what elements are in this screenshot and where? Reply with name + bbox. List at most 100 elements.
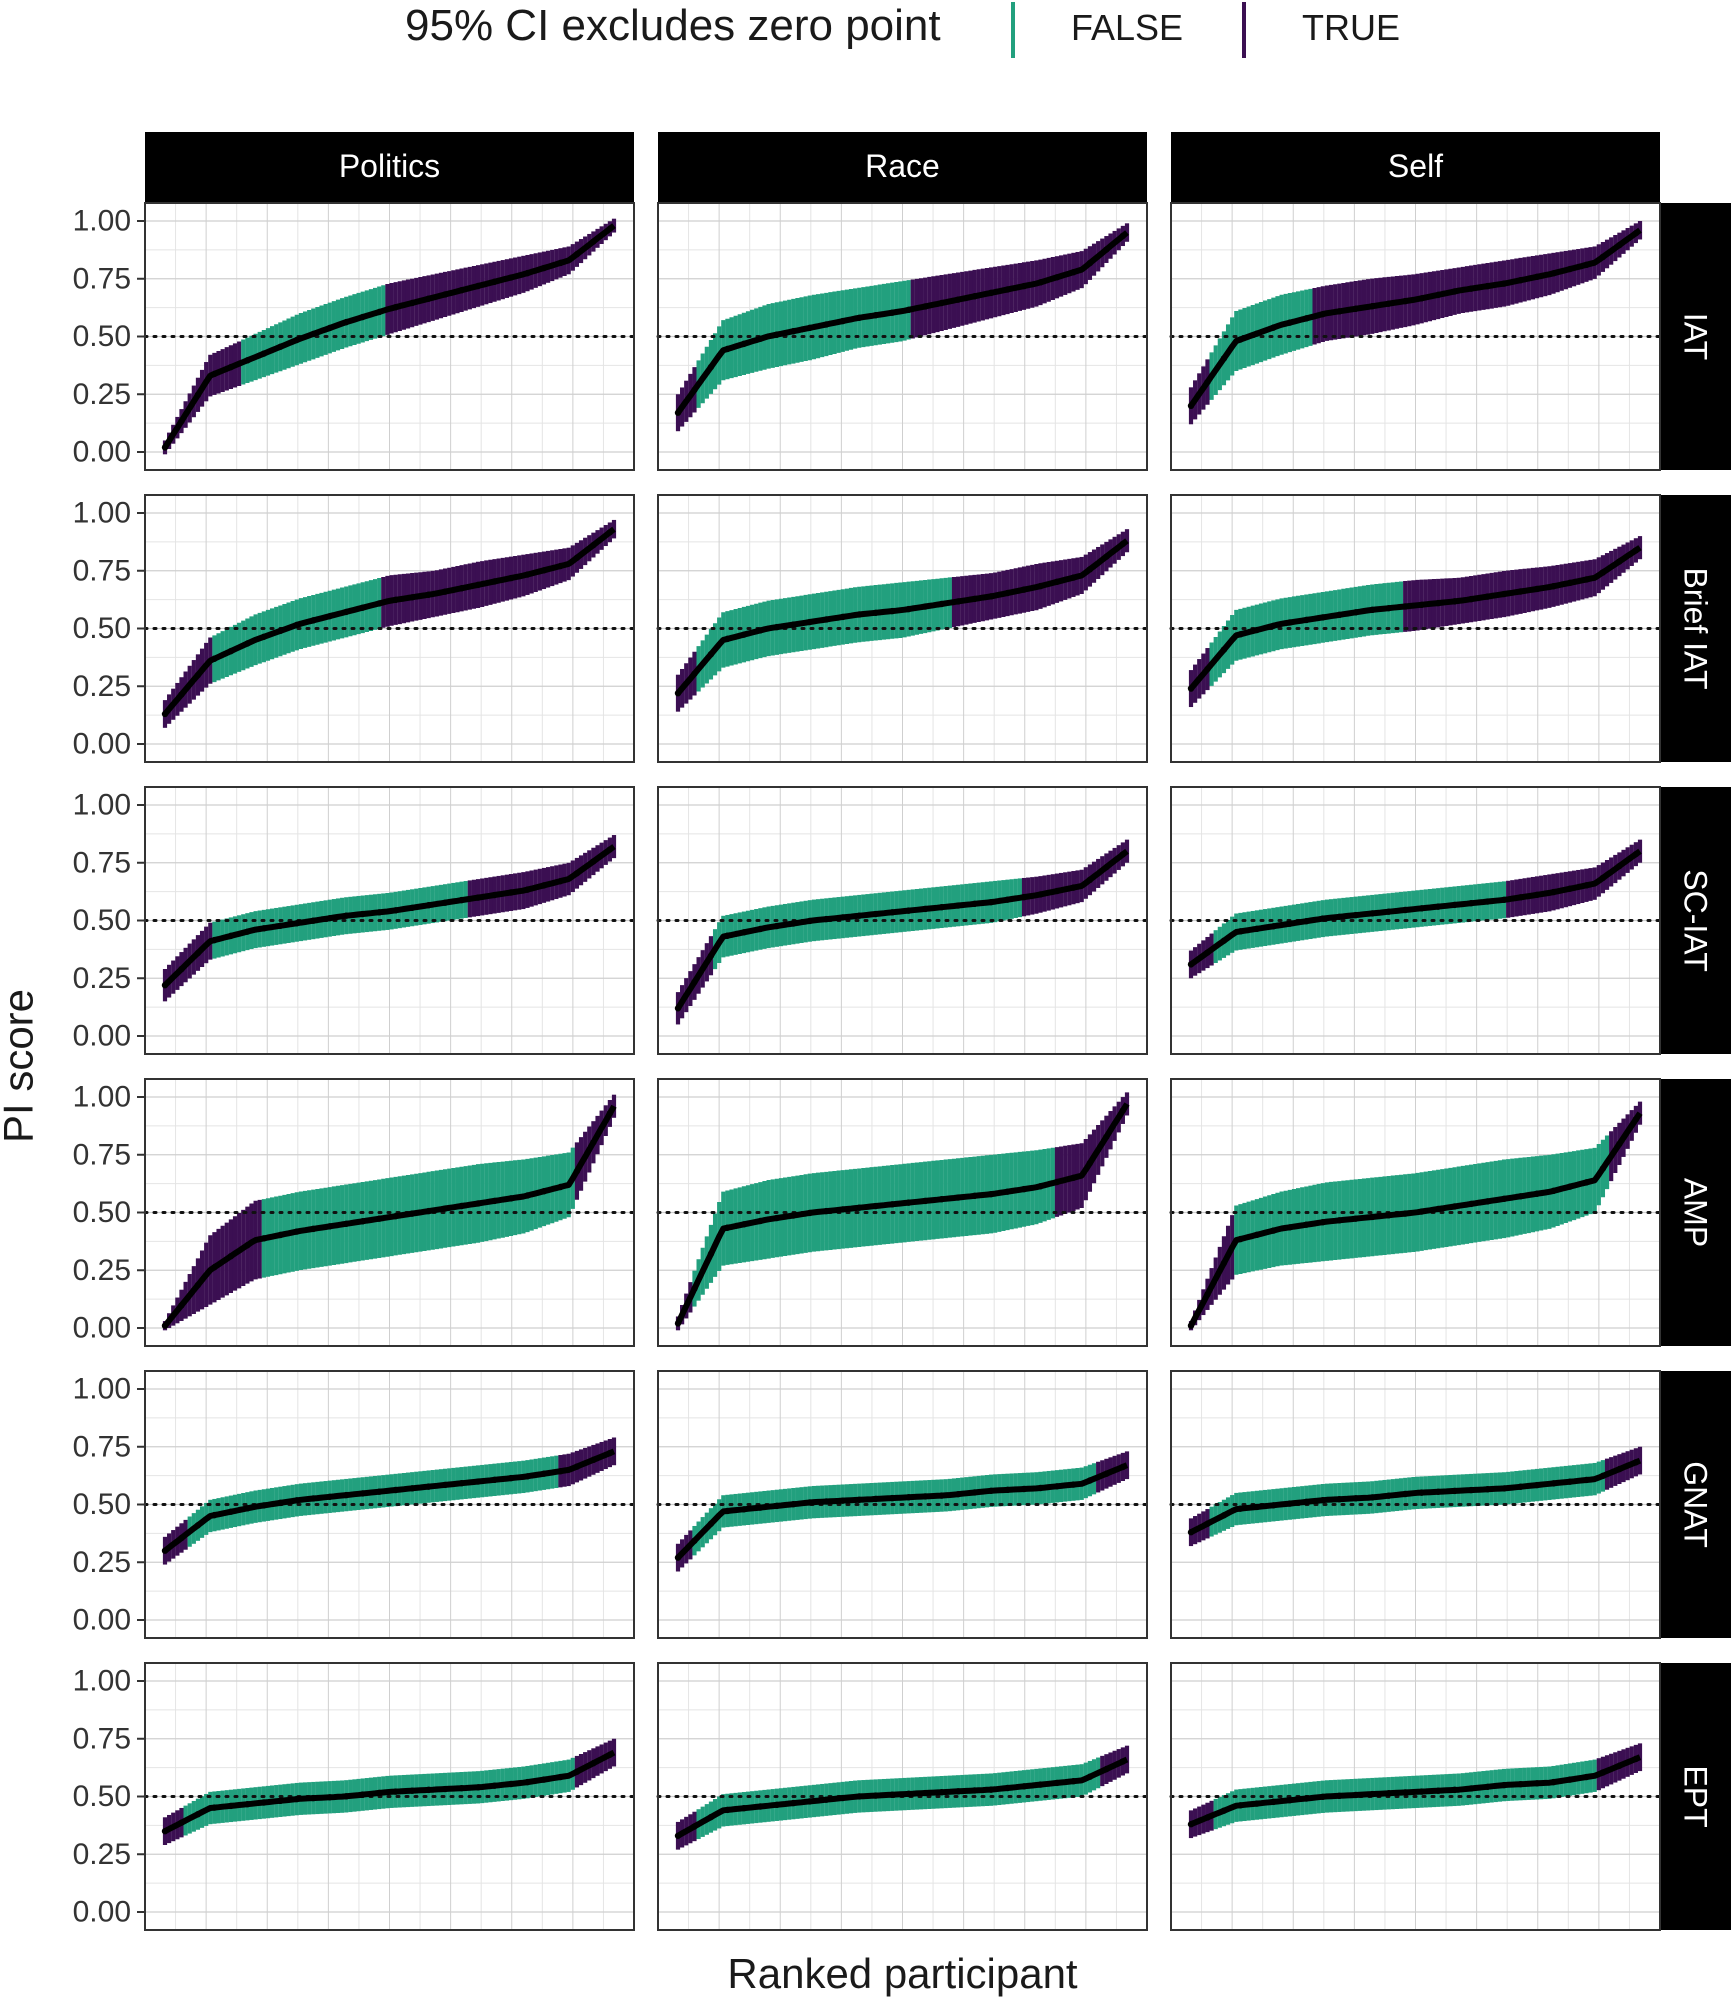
point-estimates bbox=[675, 230, 1129, 415]
panel-iat-politics: 0.00 0.25 0.50 0.75 1.00 bbox=[73, 202, 636, 471]
data-point bbox=[606, 846, 614, 853]
data-point bbox=[359, 1218, 366, 1225]
data-point bbox=[691, 670, 698, 677]
data-point bbox=[277, 627, 284, 635]
data-point bbox=[260, 1799, 268, 1806]
point-estimates bbox=[675, 848, 1129, 1010]
data-point bbox=[954, 296, 962, 303]
data-point bbox=[823, 1796, 830, 1803]
legend: 95% CI excludes zero point FALSE TRUE bbox=[405, 1, 1400, 58]
data-point bbox=[1352, 609, 1359, 616]
panel-amp-self bbox=[1169, 1078, 1662, 1347]
data-point bbox=[1119, 1463, 1127, 1471]
data-point bbox=[343, 608, 350, 616]
data-point bbox=[790, 621, 797, 628]
data-point bbox=[326, 324, 333, 332]
data-point bbox=[1303, 917, 1310, 925]
data-point bbox=[1385, 604, 1392, 612]
data-point bbox=[161, 1547, 169, 1554]
data-point bbox=[1500, 1781, 1508, 1789]
data-point bbox=[823, 616, 830, 623]
data-point bbox=[211, 936, 218, 944]
data-point bbox=[1303, 1221, 1310, 1228]
data-point bbox=[211, 655, 218, 662]
data-point bbox=[441, 588, 449, 595]
data-point bbox=[211, 1511, 218, 1519]
data-point bbox=[573, 1463, 581, 1470]
data-point bbox=[491, 891, 498, 899]
data-point bbox=[606, 1751, 614, 1758]
data-point bbox=[674, 1005, 682, 1012]
data-point bbox=[540, 1188, 548, 1195]
data-point bbox=[1187, 402, 1195, 409]
data-point bbox=[1204, 665, 1211, 673]
data-point bbox=[740, 1804, 748, 1812]
data-point bbox=[757, 1504, 764, 1511]
data-point bbox=[740, 1506, 748, 1513]
data-point bbox=[1385, 908, 1392, 915]
y-tick-label: 0.25 bbox=[73, 962, 131, 995]
data-point bbox=[573, 251, 581, 258]
data-point bbox=[359, 1791, 366, 1798]
data-point bbox=[938, 600, 945, 608]
data-point bbox=[905, 1494, 912, 1501]
data-point bbox=[1070, 574, 1077, 581]
data-point bbox=[1632, 547, 1640, 554]
data-point bbox=[1037, 1484, 1044, 1492]
data-point bbox=[806, 917, 814, 925]
data-point bbox=[1632, 850, 1640, 858]
data-point bbox=[293, 1228, 301, 1235]
data-point bbox=[540, 264, 548, 272]
data-point bbox=[1286, 1500, 1294, 1507]
data-point bbox=[954, 598, 962, 605]
strip-ept: EPT bbox=[1678, 1765, 1714, 1827]
data-point bbox=[1467, 595, 1475, 603]
data-point bbox=[987, 1487, 995, 1494]
data-point bbox=[691, 1285, 698, 1292]
data-point bbox=[1402, 1210, 1409, 1217]
data-point bbox=[1352, 1791, 1359, 1799]
y-tick-label: 0.00 bbox=[73, 728, 131, 761]
data-point bbox=[1053, 1779, 1061, 1787]
y-tick-label: 1.00 bbox=[73, 1081, 131, 1114]
data-point bbox=[691, 386, 698, 394]
data-point bbox=[1402, 1490, 1409, 1498]
panel-border bbox=[657, 494, 1148, 763]
panel-border bbox=[657, 1662, 1148, 1931]
data-point bbox=[293, 1795, 301, 1803]
panel-ept-politics: 0.00 0.25 0.50 0.75 1.00 bbox=[73, 1662, 636, 1931]
data-point bbox=[1451, 598, 1458, 605]
data-point bbox=[557, 1467, 564, 1475]
data-point bbox=[1336, 611, 1343, 619]
data-point bbox=[557, 259, 564, 267]
strip-amp-bg bbox=[1660, 1079, 1731, 1346]
data-point bbox=[408, 299, 416, 307]
data-point bbox=[1086, 1773, 1094, 1780]
data-point bbox=[1086, 259, 1094, 267]
data-point bbox=[1037, 279, 1044, 286]
strip-ept-bg bbox=[1660, 1663, 1731, 1930]
row-strips: IAT Brief IAT SC-IAT AMP GNAT EPT bbox=[1660, 203, 1731, 1930]
y-tick-label: 1.00 bbox=[73, 1665, 131, 1698]
data-point bbox=[724, 1224, 731, 1231]
data-point bbox=[757, 1803, 764, 1810]
strip-sc-iat-bg bbox=[1660, 787, 1731, 1054]
data-point bbox=[194, 391, 202, 399]
data-point bbox=[1286, 319, 1294, 326]
data-point bbox=[557, 1183, 564, 1191]
data-point bbox=[524, 571, 531, 578]
data-point bbox=[491, 1476, 498, 1484]
data-point bbox=[1369, 606, 1376, 614]
data-point bbox=[691, 1537, 698, 1544]
data-point bbox=[458, 1202, 465, 1210]
data-point bbox=[326, 612, 333, 620]
data-point bbox=[310, 1495, 317, 1502]
data-point bbox=[178, 1534, 185, 1542]
data-point bbox=[757, 1217, 764, 1225]
panel-ept-race bbox=[656, 1662, 1149, 1931]
point-estimates bbox=[162, 223, 616, 449]
data-point bbox=[227, 932, 235, 940]
data-point bbox=[557, 562, 564, 570]
data-point bbox=[244, 1241, 251, 1249]
